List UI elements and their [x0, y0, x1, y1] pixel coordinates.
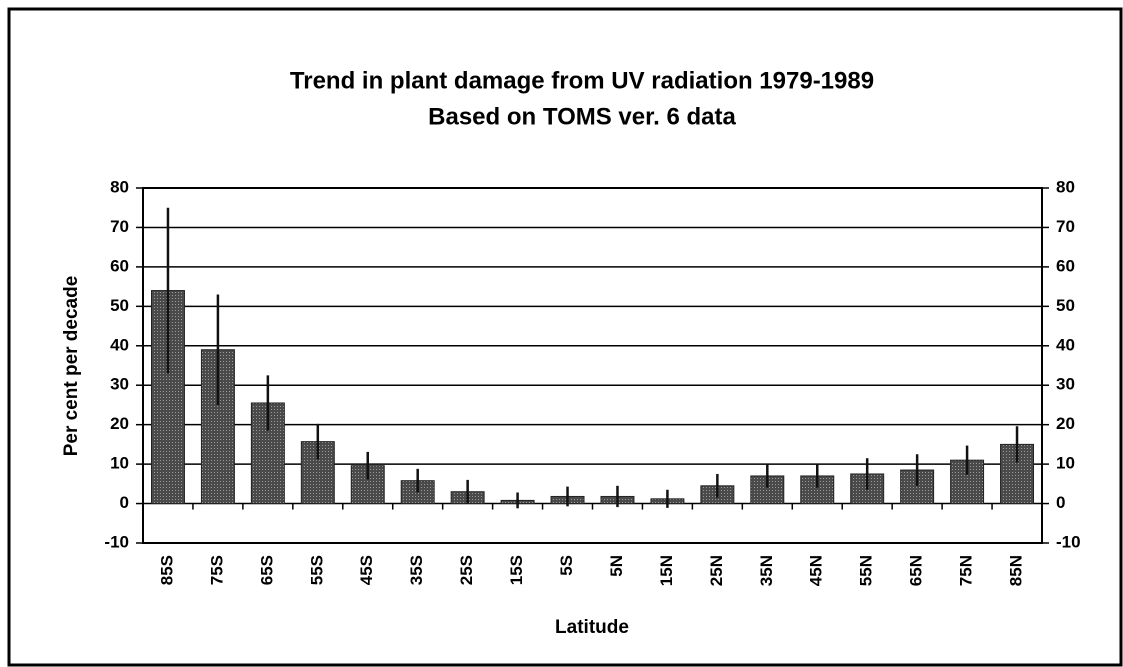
y-axis-title: Per cent per decade — [61, 276, 82, 457]
y-tick-label: 80 — [110, 177, 129, 196]
y-tick-label: 70 — [110, 217, 129, 236]
x-tick-label: 25N — [707, 555, 726, 586]
y2-tick-label: 10 — [1056, 454, 1075, 473]
y2-tick-label: 60 — [1056, 256, 1075, 275]
y2-tick-label: -10 — [1056, 532, 1081, 551]
y-tick-label: -10 — [104, 532, 129, 551]
x-tick-label: 65S — [257, 555, 276, 585]
y-tick-label: 20 — [110, 414, 129, 433]
y-tick-label: 30 — [110, 375, 129, 394]
x-tick-label: 65N — [907, 555, 926, 586]
y2-tick-label: 40 — [1056, 335, 1075, 354]
x-tick-label: 75S — [207, 555, 226, 585]
x-tick-label: 85N — [1007, 555, 1026, 586]
y-tick-label: 40 — [110, 335, 129, 354]
y-tick-label: 60 — [110, 256, 129, 275]
y2-tick-label: 20 — [1056, 414, 1075, 433]
chart-subtitle: Based on TOMS ver. 6 data — [428, 103, 736, 130]
x-tick-label: 85S — [157, 555, 176, 585]
x-axis-title: Latitude — [555, 617, 629, 638]
y-tick-label: 0 — [120, 493, 129, 512]
chart-title: Trend in plant damage from UV radiation … — [290, 67, 874, 94]
y-tick-label: 10 — [110, 454, 129, 473]
frame — [7, 7, 1123, 667]
x-tick-label: 55S — [307, 555, 326, 585]
x-tick-label: 15S — [507, 555, 526, 585]
x-tick-label: 35S — [407, 555, 426, 585]
y2-tick-label: 30 — [1056, 375, 1075, 394]
x-tick-label: 75N — [957, 555, 976, 586]
y2-tick-label: 50 — [1056, 296, 1075, 315]
y2-tick-label: 70 — [1056, 217, 1075, 236]
x-tick-label: 15N — [657, 555, 676, 586]
x-tick-label: 35N — [757, 555, 776, 586]
x-tick-label: 55N — [857, 555, 876, 586]
x-tick-label: 5N — [607, 555, 626, 577]
x-tick-label: 25S — [457, 555, 476, 585]
y2-tick-label: 0 — [1056, 493, 1065, 512]
x-tick-label: 45N — [807, 555, 826, 586]
y-tick-label: 50 — [110, 296, 129, 315]
x-tick-label: 5S — [557, 555, 576, 576]
x-tick-label: 45S — [357, 555, 376, 585]
y2-tick-label: 80 — [1056, 177, 1075, 196]
